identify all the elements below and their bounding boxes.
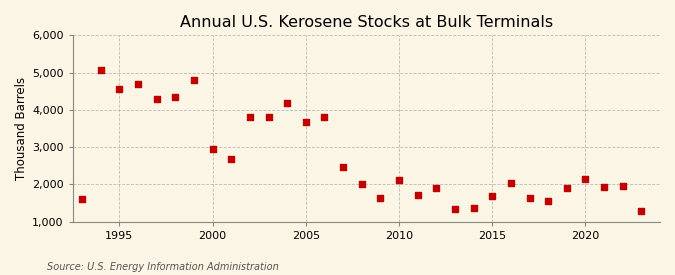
Point [618,184,628,188]
Point [580,177,591,181]
Title: Annual U.S. Kerosene Stocks at Bulk Terminals: Annual U.S. Kerosene Stocks at Bulk Term… [180,15,553,30]
Point [599,185,610,190]
Text: Source: U.S. Energy Information Administration: Source: U.S. Energy Information Administ… [47,262,279,272]
Point [356,182,367,186]
Point [468,206,479,210]
Point [487,193,497,198]
Point [412,192,423,197]
Point [562,186,572,190]
Point [226,157,237,161]
Point [450,207,460,211]
Point [543,199,554,203]
Point [431,186,441,190]
Point [263,114,274,119]
Point [338,165,348,169]
Point [524,196,535,200]
Point [506,181,516,186]
Point [636,208,647,213]
Y-axis label: Thousand Barrels: Thousand Barrels [15,77,28,180]
Point [207,147,218,151]
Point [394,177,404,182]
Point [151,97,162,101]
Point [281,101,292,105]
Point [95,67,106,72]
Point [114,87,125,92]
Point [319,114,330,119]
Point [133,82,144,86]
Point [77,197,88,202]
Point [300,120,311,124]
Point [170,95,181,99]
Point [188,78,199,82]
Point [244,115,255,120]
Point [375,196,386,200]
